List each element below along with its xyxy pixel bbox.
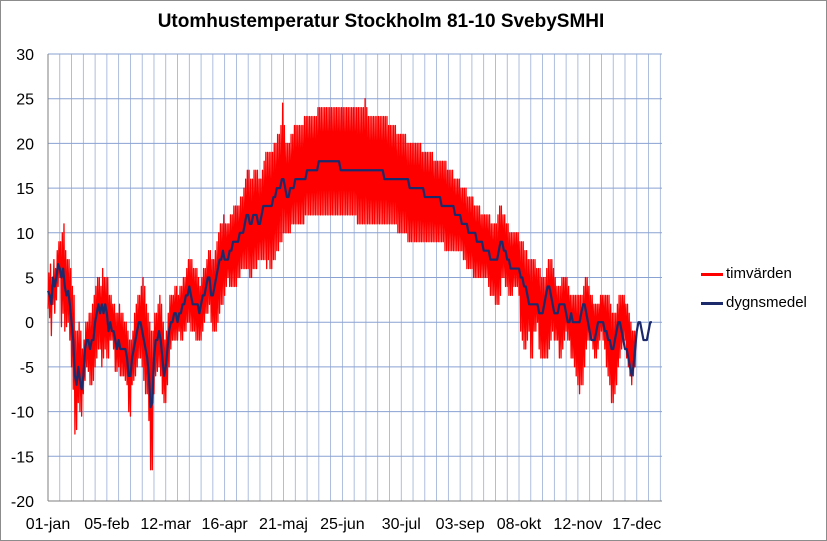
x-tick-label: 12-mar [140, 516, 191, 533]
x-tick-label: 25-jun [320, 516, 364, 533]
x-tick-label: 05-feb [84, 516, 129, 533]
legend-swatch-daily [701, 301, 723, 305]
y-tick-label: 5 [25, 271, 34, 288]
y-tick-label: 15 [16, 181, 34, 198]
y-tick-label: -20 [11, 494, 34, 511]
y-tick-label: 20 [16, 136, 34, 153]
x-tick-label: 30-jul [382, 516, 421, 533]
legend-swatch-hourly [701, 272, 723, 276]
y-tick-label: 25 [16, 92, 34, 109]
x-tick-label: 21-maj [259, 516, 308, 533]
legend-item-daily: dygnsmedel [701, 294, 807, 311]
legend-item-hourly: timvärden [701, 265, 792, 282]
legend-label-hourly: timvärden [726, 265, 792, 282]
x-tick-label: 12-nov [553, 516, 602, 533]
y-tick-label: 30 [16, 47, 34, 64]
y-tick-label: -5 [20, 360, 34, 377]
series-line-dygnsmedel [46, 160, 652, 409]
y-tick-label: 0 [25, 315, 34, 332]
x-tick-label: 17-dec [612, 516, 661, 533]
legend-label-daily: dygnsmedel [726, 294, 807, 311]
x-tick-label: 16-apr [202, 516, 249, 533]
chart-title: Utomhustemperatur Stockholm 81-10 SvebyS… [157, 11, 605, 32]
y-tick-label: 10 [16, 226, 34, 243]
y-tick-label: -10 [11, 405, 34, 422]
x-tick-label: 08-okt [497, 516, 542, 533]
x-tick-label: 03-sep [436, 516, 485, 533]
y-tick-label: -15 [11, 449, 34, 466]
x-tick-label: 01-jan [26, 516, 70, 533]
